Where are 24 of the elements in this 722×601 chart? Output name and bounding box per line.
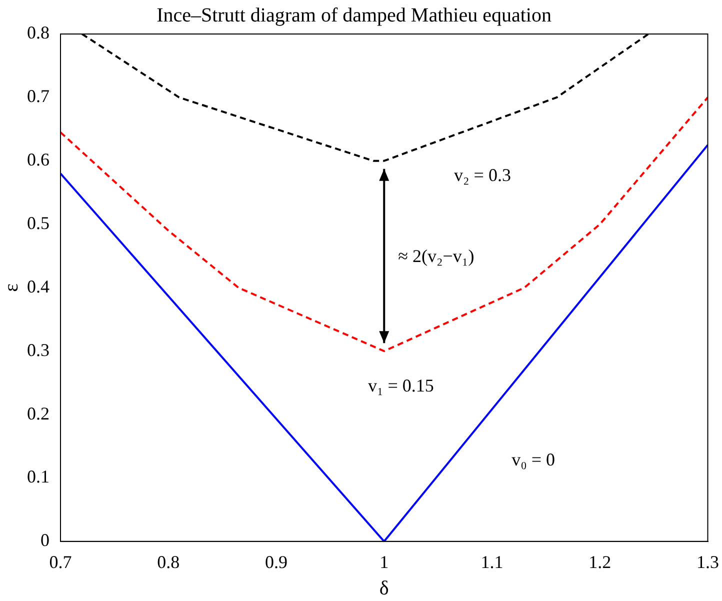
y-tick-label: 0.3 <box>27 340 50 360</box>
y-tick-label: 0.2 <box>27 403 50 424</box>
x-tick-label: 1.2 <box>588 552 612 572</box>
x-tick-label: 0.9 <box>265 552 288 572</box>
y-tick-label: 0.5 <box>27 213 50 234</box>
x-tick-label: 0.7 <box>49 552 72 572</box>
y-tick-label: 0.7 <box>27 86 50 106</box>
y-tick-label: 0.6 <box>27 150 50 170</box>
x-tick-label: 1.1 <box>480 552 504 572</box>
annotation: ≈ 2(v₂−v₁) <box>398 246 474 266</box>
x-tick-label: 1.3 <box>696 552 719 572</box>
y-tick-label: 0.8 <box>27 22 50 43</box>
line-series <box>60 96 708 352</box>
x-tick-label: 1 <box>380 552 389 572</box>
y-axis-title: ε <box>0 283 22 292</box>
chart-title: Ince–Strutt diagram of damped Mathieu equation <box>156 4 552 26</box>
y-tick-label: 0.1 <box>27 466 50 487</box>
y-tick-label: 0 <box>40 530 50 550</box>
x-tick-label: 0.8 <box>157 552 180 572</box>
y-tick-label: 0.4 <box>27 276 50 296</box>
series-label: v₁ = 0.15 <box>368 376 434 396</box>
text: v₀ = 0 <box>512 449 556 470</box>
x-axis-title: δ <box>379 577 389 600</box>
series-label: v₂ = 0.3 <box>454 165 511 186</box>
